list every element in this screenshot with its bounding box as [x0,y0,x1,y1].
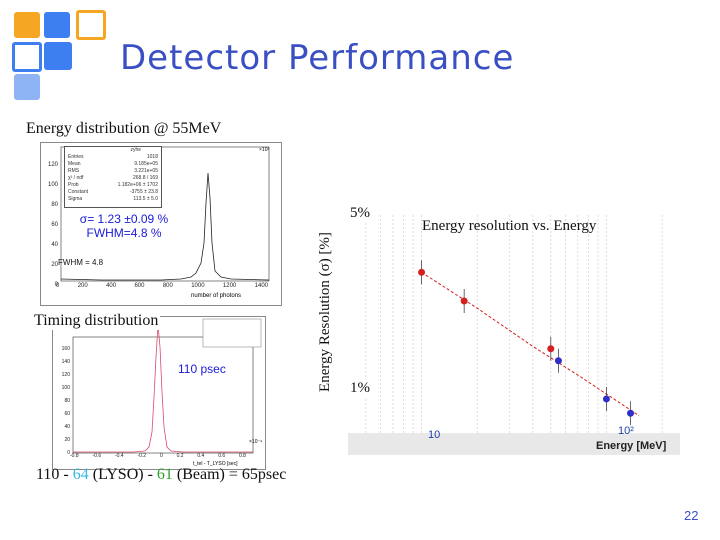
x-tick-100: 10² [618,425,634,437]
energy-x-tick: 200 [77,283,88,289]
data-point [627,409,635,417]
timing-y-tick: 140 [61,359,70,365]
energy-x-tick: 0 [56,283,60,289]
x-tick-10: 10 [428,429,440,441]
deco-square-outline-blue [12,42,42,72]
energy-x-tick: 1400 [254,283,268,289]
energy-x-tick: 600 [134,283,145,289]
stats-row: Prob 1.182e+06 ± 1702 [68,182,158,188]
timing-x-tick: -0.6 [92,453,102,459]
x-axis-label: Energy [MeV] [596,440,667,452]
stats-row: Mean 9.185e+05 [68,161,158,167]
label-1pct: 1% [350,380,370,397]
timing-x-tick: 0.8 [239,453,246,459]
energy-x-tick: 400 [106,283,117,289]
stats-row: Constant -3755 ± 23.8 [68,189,158,195]
stats-row: χ² / ndf 268.8 / 169 [68,175,158,181]
energy-y-tick: 100 [47,182,58,188]
energy-y-tick: 120 [47,162,58,168]
formula-lyso-label: (LYSO) - [88,466,157,483]
timing-x-tick: -0.4 [114,453,124,459]
timing-exp-label: ×10⁻⁹ [249,439,262,445]
timing-y-tick: 60 [64,411,70,417]
timing-histogram: t_tel - T_LYSO [sec] ×10⁻⁹ [52,316,266,470]
deco-square-orange-1 [14,12,40,38]
timing-y-tick: 0 [67,450,70,456]
energy-y-tick: 0 [54,282,58,288]
energy-y-tick: 60 [51,222,58,228]
timing-x-label: t_tel - T_LYSO [sec] [193,461,238,467]
energy-x-tick: 1000 [191,283,205,289]
fwhm-text: FWHM=4.8 % [86,226,162,240]
timing-y-tick: 80 [64,398,70,404]
energy-stats-box: zyhe Entries 1018 Mean 9.185e+05 RMS 3.221e… [64,146,162,208]
page-title: Detector Performance [120,38,515,78]
timing-y-ticks: 160 140 120 100 80 60 40 20 0 [54,343,70,460]
resolution-chart-svg: 10 10² Energy [MeV] [348,205,680,455]
resolution-y-axis-label: Energy Resolution (σ) [%] [317,232,333,392]
stats-row: RMS 3.221e+05 [68,168,158,174]
energy-exp-label: ×10³ [259,147,269,153]
timing-histogram-svg: t_tel - T_LYSO [sec] ×10⁻⁹ [72,318,262,467]
fwhm-small-label: FWHM = 4.8 [58,258,104,267]
timing-y-tick: 40 [64,424,70,430]
timing-x-ticks: -0.8 -0.6 -0.4 -0.2 0 0.2 0.4 0.6 0.8 [70,453,246,459]
formula-lyso-value: 64 [72,466,89,483]
sigma-annotation: σ= 1.23 ±0.09 % FWHM=4.8 % [68,212,180,240]
energy-histogram-curve [60,172,270,281]
energy-y-tick: 20 [51,262,58,268]
timing-x-tick: -0.2 [137,453,147,459]
energy-y-tick: 80 [51,202,58,208]
timing-x-tick: -0.8 [70,453,79,459]
timing-x-tick: 0.2 [176,453,184,459]
data-point [554,357,562,365]
timing-heading: Timing distribution [32,312,161,330]
formula-beam-value: 61 [156,466,173,483]
energy-y-tick: 40 [51,242,58,248]
energy-y-ticks: 120 100 80 60 40 20 0 [44,155,58,295]
data-point [547,345,555,353]
timing-annotation: 110 psec [178,362,226,376]
sigma-text: σ= 1.23 ±0.09 % [79,212,169,226]
data-point [418,268,426,276]
resolution-chart: 10 10² Energy [MeV] [348,205,680,455]
formula-beam-label: (Beam) = 65psec [172,466,287,483]
page-number: 22 [684,508,699,523]
energy-x-label: number of photons [191,293,241,299]
deco-square-lightblue [14,74,40,100]
energy-heading: Energy distribution @ 55MeV [26,120,222,137]
stats-row: Entries 1018 [68,154,158,160]
energy-x-tick: 1200 [222,283,237,289]
stats-row: Sigma 113.5 ± 5.0 [68,196,158,202]
energy-x-ticks: 0 200 400 600 800 1000 1200 1400 [56,283,268,289]
deco-square-blue-2 [44,42,72,70]
timing-x-tick: 0 [159,453,163,459]
resolution-chart-title: Energy resolution vs. Energy [422,218,597,234]
data-point [602,395,610,403]
label-5pct: 5% [350,205,370,222]
stats-title: zyhe [130,147,141,153]
data-point [460,297,468,305]
timing-y-tick: 100 [61,385,70,391]
deco-square-blue-1 [44,12,70,38]
timing-x-tick: 0.4 [197,453,205,459]
timing-formula: 110 - 64 (LYSO) - 61 (Beam) = 65psec [36,466,286,484]
timing-y-tick: 120 [61,372,70,378]
formula-prefix: 110 - [36,466,73,483]
energy-x-tick: 800 [162,283,173,289]
timing-y-tick: 20 [64,437,70,443]
timing-x-tick: 0.6 [218,453,226,459]
timing-y-tick: 160 [61,346,70,352]
deco-square-outline-orange [76,10,106,40]
